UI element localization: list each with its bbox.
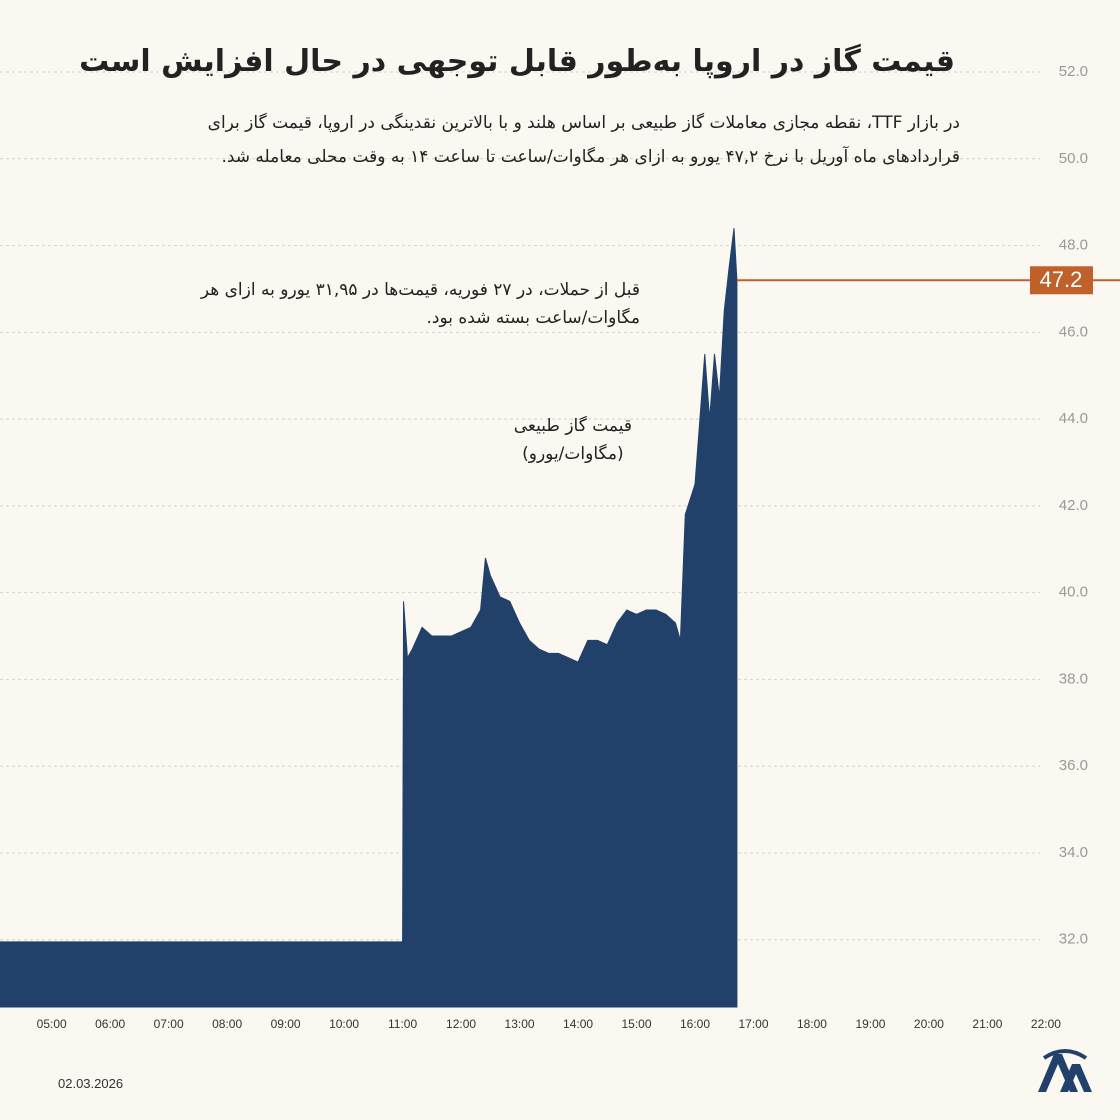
x-tick-label: 21:00: [972, 1017, 1002, 1031]
x-tick-label: 05:00: [37, 1017, 67, 1031]
annotation-line: مگاوات/ساعت بسته شده بود.: [426, 308, 640, 328]
x-tick-label: 11:00: [388, 1017, 417, 1031]
subtitle-line: قراردادهای ماه آوریل با نرخ ۴۷,۲ یورو به…: [221, 147, 960, 167]
x-tick-label: 12:00: [446, 1017, 476, 1031]
y-tick-label: 52.0: [1059, 63, 1088, 80]
y-tick-label: 44.0: [1059, 410, 1088, 427]
date: 02.03.2026: [58, 1076, 124, 1091]
x-tick-label: 15:00: [622, 1017, 652, 1031]
x-tick-label: 19:00: [855, 1017, 885, 1031]
y-tick-label: 46.0: [1059, 323, 1088, 340]
x-tick-label: 16:00: [680, 1017, 710, 1031]
agency-logo: [1038, 1049, 1092, 1092]
grid: [0, 71, 1040, 941]
x-tick-label: 10:00: [329, 1017, 359, 1031]
x-tick-label: 18:00: [797, 1017, 827, 1031]
x-tick-label: 13:00: [505, 1017, 535, 1031]
annotation-line: قیمت گاز طبیعی: [513, 416, 632, 436]
y-tick-label: 32.0: [1059, 931, 1088, 948]
logo-arc: [1042, 1049, 1088, 1060]
chart-title: قیمت گاز در اروپا به‌طور قابل توجهی در ح…: [79, 44, 955, 79]
x-tick-label: 14:00: [563, 1017, 593, 1031]
y-tick-label: 38.0: [1059, 670, 1088, 687]
x-tick-label: 22:00: [1031, 1017, 1061, 1031]
annotation-line: قبل از حملات، در ۲۷ فوریه، قیمت‌ها در ۳۱…: [200, 280, 640, 300]
x-tick-label: 09:00: [271, 1017, 301, 1031]
series-label: قیمت گاز طبیعی (مگاوات/یورو): [514, 412, 632, 468]
annotation-line: (مگاوات/یورو): [522, 444, 624, 464]
y-tick-label: 36.0: [1059, 757, 1088, 774]
y-tick-label: 42.0: [1059, 497, 1088, 514]
price-area: [0, 228, 738, 1008]
y-tick-label: 48.0: [1059, 237, 1088, 254]
x-tick-label: 07:00: [154, 1017, 184, 1031]
x-tick-label: 20:00: [914, 1017, 944, 1031]
last-value-box: [1030, 266, 1093, 295]
subtitle: در بازار TTF، نقطه مجازی معاملات گاز طبی…: [208, 106, 960, 174]
logo-mark: [1060, 1064, 1092, 1092]
x-tick-label: 08:00: [212, 1017, 242, 1031]
subtitle-line: در بازار TTF، نقطه مجازی معاملات گاز طبی…: [207, 113, 960, 133]
y-tick-label: 40.0: [1059, 584, 1088, 601]
y-tick-label: 34.0: [1059, 844, 1088, 861]
x-tick-label: 17:00: [738, 1017, 768, 1031]
y-tick-label: 50.0: [1059, 150, 1088, 167]
x-tick-label: 06:00: [95, 1017, 125, 1031]
last-value-label: 47.2: [1040, 267, 1083, 292]
annotation: قبل از حملات، در ۲۷ فوریه، قیمت‌ها در ۳۱…: [201, 276, 640, 332]
